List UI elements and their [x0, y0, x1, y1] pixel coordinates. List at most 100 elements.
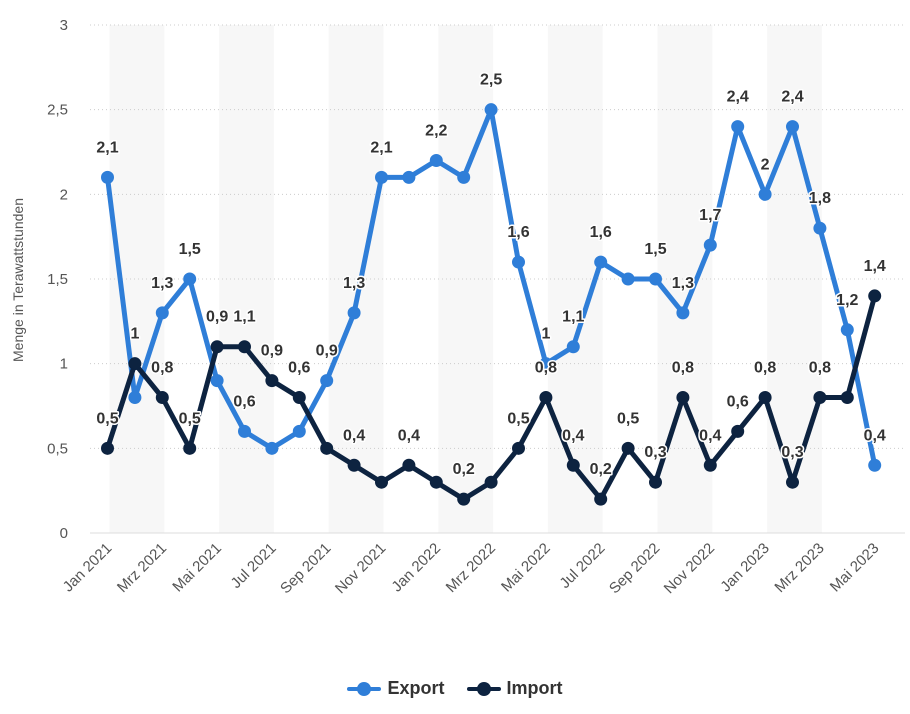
data-point-import[interactable]: [429, 475, 443, 489]
data-point-export[interactable]: [238, 424, 251, 438]
data-label-export: 1: [541, 326, 550, 343]
x-tick-label: Mai 2022: [498, 540, 554, 596]
data-label-export: 1,5: [179, 241, 201, 258]
data-point-import[interactable]: [703, 458, 717, 472]
data-point-import[interactable]: [758, 391, 772, 405]
x-tick-label: Nov 2022: [661, 540, 718, 597]
legend-swatch-export: [347, 681, 382, 696]
data-label-import: 0,8: [672, 360, 694, 377]
data-point-import[interactable]: [183, 441, 197, 455]
data-point-export[interactable]: [758, 187, 772, 201]
data-point-export[interactable]: [786, 120, 799, 134]
data-label-import: 0,4: [699, 427, 721, 444]
data-point-import[interactable]: [676, 391, 690, 405]
data-point-export[interactable]: [429, 153, 443, 167]
data-point-import[interactable]: [238, 340, 251, 354]
data-label-export: 1,6: [507, 224, 529, 241]
data-point-export[interactable]: [703, 238, 717, 252]
data-point-import[interactable]: [813, 391, 827, 405]
data-point-import[interactable]: [128, 357, 142, 371]
data-point-import[interactable]: [265, 374, 279, 388]
data-label-export: 1,3: [672, 275, 694, 292]
data-point-import[interactable]: [375, 475, 388, 489]
data-point-export[interactable]: [594, 255, 608, 269]
x-tick-label: Mrz 2023: [771, 540, 827, 596]
data-point-export[interactable]: [292, 424, 306, 438]
data-point-import[interactable]: [320, 441, 334, 455]
data-point-export[interactable]: [566, 340, 580, 354]
x-tick-label: Mai 2023: [827, 540, 883, 596]
data-point-import[interactable]: [868, 289, 882, 303]
alternating-bands: [109, 25, 822, 533]
data-point-export[interactable]: [457, 170, 471, 184]
y-tick-label: 1: [60, 356, 68, 373]
data-label-import: 0,8: [754, 360, 776, 377]
data-point-export[interactable]: [402, 170, 416, 184]
data-point-export[interactable]: [840, 323, 854, 337]
data-point-import[interactable]: [155, 391, 169, 405]
data-point-import[interactable]: [786, 475, 799, 489]
data-label-export: 2,4: [727, 89, 749, 106]
data-point-import[interactable]: [512, 441, 525, 455]
data-point-export[interactable]: [813, 221, 827, 235]
data-point-import[interactable]: [484, 475, 498, 489]
legend-item-import[interactable]: Import: [466, 678, 563, 699]
legend-item-export[interactable]: Export: [347, 678, 445, 699]
data-point-export[interactable]: [731, 120, 745, 134]
data-point-export[interactable]: [183, 272, 197, 286]
y-tick-label: 2,5: [47, 102, 68, 119]
legend-label-import: Import: [506, 678, 563, 698]
data-label-import: 0,3: [781, 444, 803, 461]
data-label-export: 2,1: [370, 139, 392, 156]
data-label-export: 1,5: [644, 241, 666, 258]
data-point-import[interactable]: [457, 492, 471, 506]
data-point-export[interactable]: [320, 374, 334, 388]
data-point-export[interactable]: [265, 441, 279, 455]
data-label-export: 0,6: [233, 393, 255, 410]
data-point-export[interactable]: [210, 374, 224, 388]
y-tick-label: 1,5: [47, 271, 68, 288]
y-tick-label: 3: [60, 17, 68, 34]
data-point-import[interactable]: [539, 391, 553, 405]
data-point-export[interactable]: [375, 170, 388, 184]
data-point-import[interactable]: [566, 458, 580, 472]
data-point-import[interactable]: [840, 391, 854, 405]
x-tick-label: Sep 2021: [277, 540, 334, 597]
data-point-export[interactable]: [101, 170, 114, 184]
data-point-export[interactable]: [128, 391, 142, 405]
data-label-export: 1,2: [836, 292, 858, 309]
data-point-import[interactable]: [101, 441, 114, 455]
x-tick-label: Mrz 2021: [114, 540, 170, 596]
data-point-import[interactable]: [649, 475, 662, 489]
data-label-import: 0,4: [398, 427, 420, 444]
data-point-export[interactable]: [649, 272, 662, 286]
x-tick-label: Jan 2023: [717, 540, 773, 596]
data-point-import[interactable]: [731, 424, 745, 438]
data-point-export[interactable]: [676, 306, 690, 320]
data-point-import[interactable]: [621, 441, 635, 455]
data-point-import[interactable]: [347, 458, 361, 472]
data-point-export[interactable]: [484, 103, 498, 117]
y-tick-label: 0,5: [47, 440, 68, 457]
data-point-export[interactable]: [512, 255, 525, 269]
data-label-export: 1,7: [699, 207, 721, 224]
data-label-import: 0,8: [535, 360, 557, 377]
data-labels: 2,1 1,3 1,5 0,6 0,9 1,3 2,1 2,2 2,5 1,6 1 1,1 1,6 1,5…: [95, 70, 888, 479]
data-point-export[interactable]: [868, 458, 882, 472]
data-point-import[interactable]: [292, 391, 306, 405]
data-point-export[interactable]: [347, 306, 361, 320]
data-label-import: 0,6: [727, 393, 749, 410]
legend-label-export: Export: [387, 678, 445, 698]
data-point-import[interactable]: [402, 458, 416, 472]
data-point-export[interactable]: [155, 306, 169, 320]
data-point-export[interactable]: [621, 272, 635, 286]
data-label-import: 0,6: [288, 360, 310, 377]
data-label-export: 2,5: [480, 72, 502, 89]
series-points: [101, 103, 882, 506]
data-point-export[interactable]: [539, 357, 553, 371]
data-label-import: 0,8: [151, 360, 173, 377]
data-point-import[interactable]: [594, 492, 608, 506]
x-tick-label: Jul 2021: [228, 540, 280, 592]
data-point-import[interactable]: [210, 340, 224, 354]
